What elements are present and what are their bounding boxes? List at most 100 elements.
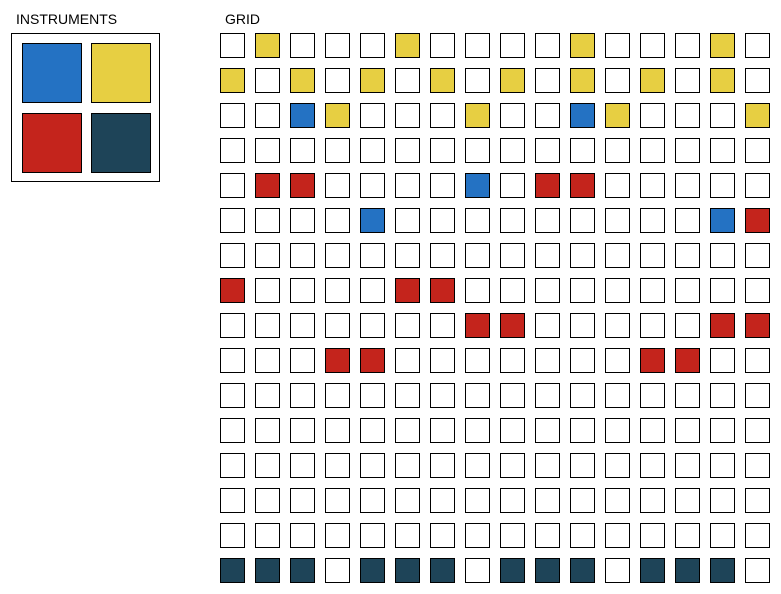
grid-cell-r15-c8[interactable]: [465, 523, 490, 548]
grid-cell-r6-c2[interactable]: [255, 208, 280, 233]
grid-cell-r12-c1[interactable]: [220, 418, 245, 443]
grid-cell-r12-c16[interactable]: [745, 418, 770, 443]
grid-cell-r7-c3[interactable]: [290, 243, 315, 268]
grid-cell-r10-c8[interactable]: [465, 348, 490, 373]
grid-cell-r13-c5[interactable]: [360, 453, 385, 478]
grid-cell-r13-c8[interactable]: [465, 453, 490, 478]
instrument-swatch-navy[interactable]: [91, 113, 151, 173]
grid-cell-r15-c4[interactable]: [325, 523, 350, 548]
grid-cell-r12-c7[interactable]: [430, 418, 455, 443]
grid-cell-r7-c13[interactable]: [640, 243, 665, 268]
grid-cell-r6-c16[interactable]: [745, 208, 770, 233]
grid-cell-r14-c3[interactable]: [290, 488, 315, 513]
grid-cell-r13-c12[interactable]: [605, 453, 630, 478]
grid-cell-r13-c14[interactable]: [675, 453, 700, 478]
grid-cell-r11-c9[interactable]: [500, 383, 525, 408]
grid-cell-r4-c16[interactable]: [745, 138, 770, 163]
grid-cell-r2-c12[interactable]: [605, 68, 630, 93]
grid-cell-r12-c12[interactable]: [605, 418, 630, 443]
grid-cell-r12-c14[interactable]: [675, 418, 700, 443]
grid-cell-r10-c6[interactable]: [395, 348, 420, 373]
grid-cell-r9-c2[interactable]: [255, 313, 280, 338]
grid-cell-r8-c9[interactable]: [500, 278, 525, 303]
grid-cell-r14-c14[interactable]: [675, 488, 700, 513]
grid-cell-r16-c6[interactable]: [395, 558, 420, 583]
grid-cell-r15-c9[interactable]: [500, 523, 525, 548]
grid-cell-r1-c7[interactable]: [430, 33, 455, 58]
grid-cell-r2-c11[interactable]: [570, 68, 595, 93]
grid-cell-r13-c16[interactable]: [745, 453, 770, 478]
grid-cell-r13-c3[interactable]: [290, 453, 315, 478]
grid-cell-r14-c8[interactable]: [465, 488, 490, 513]
grid-cell-r7-c1[interactable]: [220, 243, 245, 268]
grid-cell-r10-c13[interactable]: [640, 348, 665, 373]
grid-cell-r4-c15[interactable]: [710, 138, 735, 163]
grid-cell-r3-c9[interactable]: [500, 103, 525, 128]
grid-cell-r5-c8[interactable]: [465, 173, 490, 198]
grid-cell-r10-c12[interactable]: [605, 348, 630, 373]
grid-cell-r3-c1[interactable]: [220, 103, 245, 128]
grid-cell-r10-c10[interactable]: [535, 348, 560, 373]
grid-cell-r11-c1[interactable]: [220, 383, 245, 408]
instrument-swatch-red[interactable]: [22, 113, 82, 173]
grid-cell-r7-c10[interactable]: [535, 243, 560, 268]
grid-cell-r4-c3[interactable]: [290, 138, 315, 163]
grid-cell-r10-c1[interactable]: [220, 348, 245, 373]
grid-cell-r4-c2[interactable]: [255, 138, 280, 163]
grid-cell-r16-c8[interactable]: [465, 558, 490, 583]
grid-cell-r14-c6[interactable]: [395, 488, 420, 513]
grid-cell-r4-c7[interactable]: [430, 138, 455, 163]
grid-cell-r2-c15[interactable]: [710, 68, 735, 93]
instrument-swatch-yellow[interactable]: [91, 43, 151, 103]
grid-cell-r14-c2[interactable]: [255, 488, 280, 513]
grid-cell-r11-c14[interactable]: [675, 383, 700, 408]
grid-cell-r7-c9[interactable]: [500, 243, 525, 268]
grid-cell-r13-c6[interactable]: [395, 453, 420, 478]
grid-cell-r7-c7[interactable]: [430, 243, 455, 268]
grid-cell-r3-c8[interactable]: [465, 103, 490, 128]
grid-cell-r14-c5[interactable]: [360, 488, 385, 513]
grid-cell-r12-c6[interactable]: [395, 418, 420, 443]
grid-cell-r6-c10[interactable]: [535, 208, 560, 233]
grid-cell-r8-c6[interactable]: [395, 278, 420, 303]
grid-cell-r9-c4[interactable]: [325, 313, 350, 338]
grid-cell-r6-c7[interactable]: [430, 208, 455, 233]
grid-cell-r3-c11[interactable]: [570, 103, 595, 128]
grid-cell-r7-c2[interactable]: [255, 243, 280, 268]
grid-cell-r12-c13[interactable]: [640, 418, 665, 443]
grid-cell-r11-c11[interactable]: [570, 383, 595, 408]
grid-cell-r16-c2[interactable]: [255, 558, 280, 583]
grid-cell-r8-c10[interactable]: [535, 278, 560, 303]
grid-cell-r6-c12[interactable]: [605, 208, 630, 233]
grid-cell-r2-c10[interactable]: [535, 68, 560, 93]
grid-cell-r4-c11[interactable]: [570, 138, 595, 163]
grid-cell-r2-c13[interactable]: [640, 68, 665, 93]
grid-cell-r9-c9[interactable]: [500, 313, 525, 338]
grid-cell-r13-c13[interactable]: [640, 453, 665, 478]
grid-cell-r10-c5[interactable]: [360, 348, 385, 373]
grid-cell-r1-c9[interactable]: [500, 33, 525, 58]
grid-cell-r10-c2[interactable]: [255, 348, 280, 373]
grid-cell-r8-c11[interactable]: [570, 278, 595, 303]
grid-cell-r1-c2[interactable]: [255, 33, 280, 58]
grid-cell-r15-c12[interactable]: [605, 523, 630, 548]
grid-cell-r11-c3[interactable]: [290, 383, 315, 408]
grid-cell-r9-c8[interactable]: [465, 313, 490, 338]
grid-cell-r16-c11[interactable]: [570, 558, 595, 583]
grid-cell-r14-c7[interactable]: [430, 488, 455, 513]
grid-cell-r3-c10[interactable]: [535, 103, 560, 128]
grid-cell-r8-c1[interactable]: [220, 278, 245, 303]
grid-cell-r1-c8[interactable]: [465, 33, 490, 58]
grid-cell-r5-c10[interactable]: [535, 173, 560, 198]
grid-cell-r7-c15[interactable]: [710, 243, 735, 268]
grid-cell-r1-c11[interactable]: [570, 33, 595, 58]
grid-cell-r6-c3[interactable]: [290, 208, 315, 233]
grid-cell-r7-c16[interactable]: [745, 243, 770, 268]
grid-cell-r1-c1[interactable]: [220, 33, 245, 58]
grid-cell-r8-c3[interactable]: [290, 278, 315, 303]
grid-cell-r1-c6[interactable]: [395, 33, 420, 58]
grid-cell-r14-c1[interactable]: [220, 488, 245, 513]
grid-cell-r3-c16[interactable]: [745, 103, 770, 128]
grid-cell-r3-c3[interactable]: [290, 103, 315, 128]
grid-cell-r15-c3[interactable]: [290, 523, 315, 548]
